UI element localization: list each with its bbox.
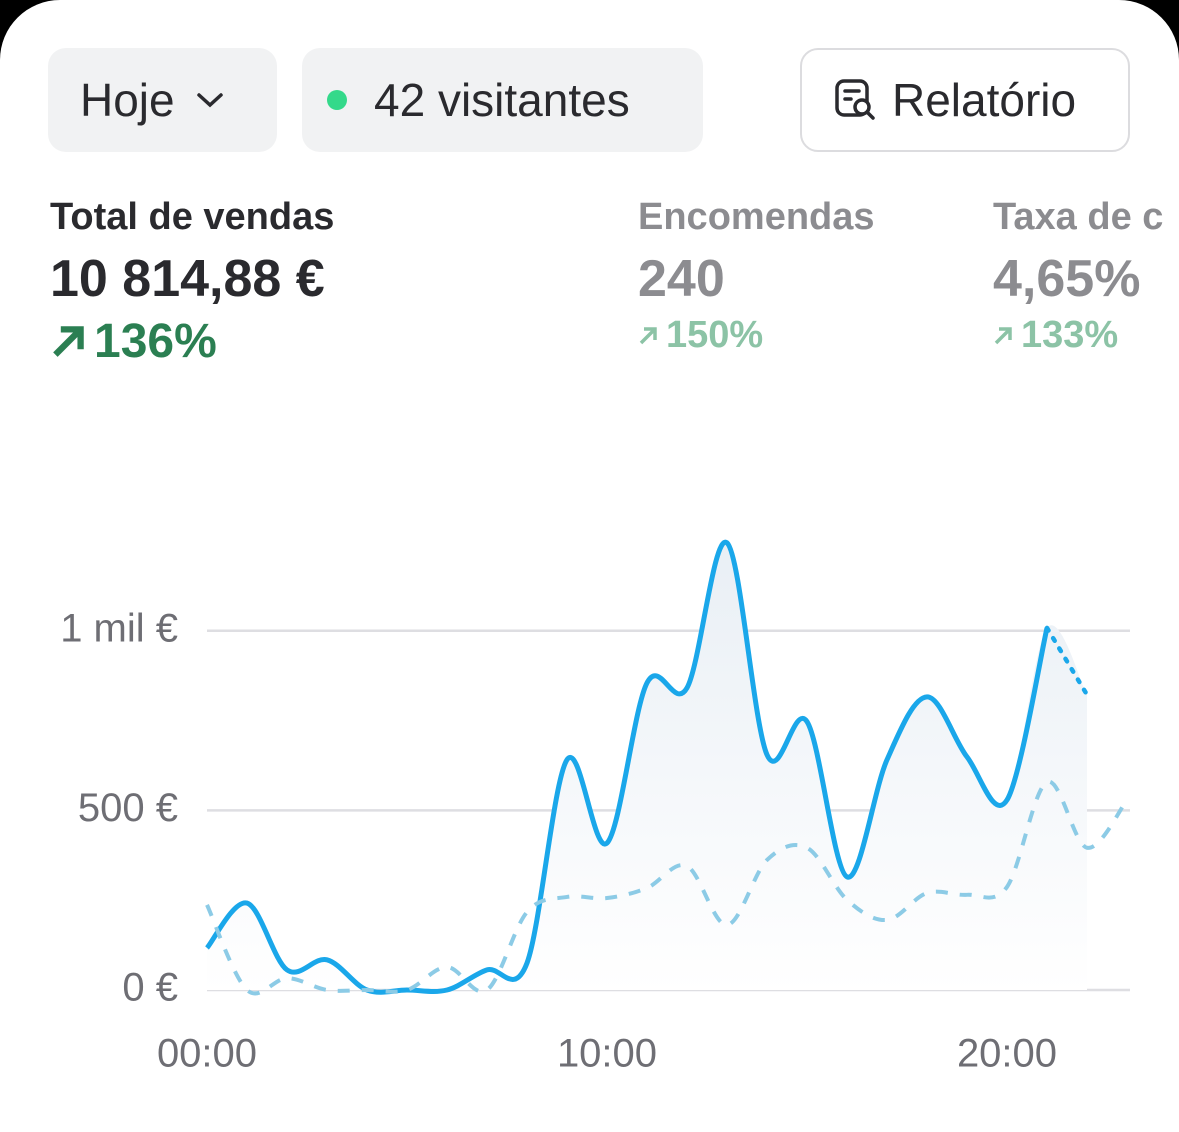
metric-change-label: 150% bbox=[666, 314, 764, 356]
metric-title: Taxa de c bbox=[993, 196, 1164, 238]
report-label: Relatório bbox=[892, 74, 1077, 126]
metric-change: 150% bbox=[638, 314, 875, 357]
period-label: Hoje bbox=[80, 74, 175, 126]
metric-change-label: 133% bbox=[1021, 314, 1119, 356]
period-button[interactable]: Hoje bbox=[48, 48, 277, 152]
metric: Taxa de c 4,65% 133% bbox=[993, 196, 1163, 357]
metric-value: 10 814,88 € bbox=[50, 250, 325, 308]
current-line bbox=[205, 540, 1050, 995]
previous-line bbox=[205, 780, 1129, 996]
metric-change: 133% bbox=[993, 314, 1163, 357]
report-button[interactable]: Relatório bbox=[800, 48, 1130, 152]
visitors-label: 42 visitantes bbox=[374, 74, 630, 126]
up-arrow bbox=[994, 326, 1012, 344]
live-dot bbox=[327, 90, 347, 110]
y-tick-label: 500 € bbox=[78, 786, 178, 830]
x-tick-label: 20:00 bbox=[957, 1032, 1057, 1076]
metric-title: Total de vendas bbox=[50, 196, 335, 238]
report-icon bbox=[835, 79, 875, 120]
y-tick-label: 0 € bbox=[122, 966, 178, 1010]
metric-title: Encomendas bbox=[638, 196, 875, 238]
x-tick-label: 00:00 bbox=[157, 1032, 257, 1076]
x-tick-label: 10:00 bbox=[557, 1032, 657, 1076]
metric-value: 240 bbox=[638, 250, 725, 308]
current-line-partial bbox=[1044, 625, 1090, 697]
metric: Encomendas 240 150% bbox=[638, 196, 875, 357]
metric-change-label: 136% bbox=[94, 315, 217, 368]
visitors-button[interactable]: 42 visitantes bbox=[302, 48, 703, 152]
metric-change: 136% bbox=[50, 314, 334, 369]
chevron bbox=[196, 93, 223, 108]
up-arrow bbox=[53, 325, 84, 357]
area bbox=[207, 542, 1087, 993]
metric-value: 4,65% bbox=[993, 250, 1141, 308]
up-arrow bbox=[639, 326, 657, 344]
metric: Total de vendas 10 814,88 € 136% bbox=[50, 196, 334, 369]
y-tick-label: 1 mil € bbox=[60, 606, 178, 650]
